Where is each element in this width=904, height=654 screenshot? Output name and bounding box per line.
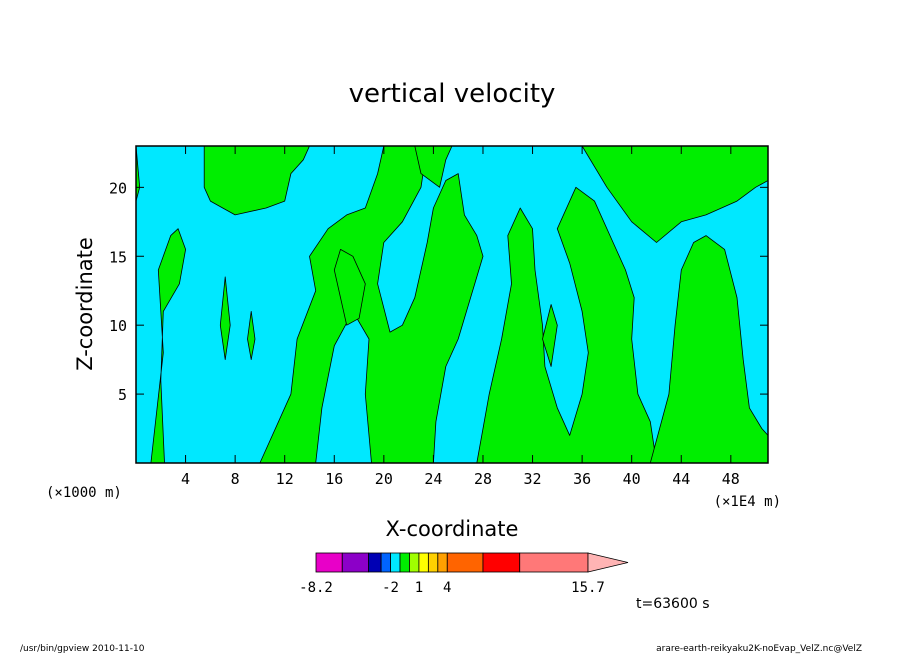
positive-region — [542, 304, 558, 367]
x-tick-label: 8 — [231, 470, 240, 488]
positive-region — [247, 310, 256, 361]
colorbar-segment — [437, 552, 448, 573]
colorbar-segment — [418, 552, 429, 573]
x-tick-label: 36 — [573, 470, 591, 488]
positive-region — [333, 248, 366, 326]
colorbar-segment — [390, 552, 401, 573]
x-tick-label: 24 — [424, 470, 442, 488]
x-tick-label: 4 — [181, 470, 190, 488]
x-unit-right-label: (×1E4 m) — [714, 494, 781, 510]
x-axis-ticks: 4 8 12 16 20 24 28 32 36 40 44 48 — [181, 146, 740, 488]
footer-command: /usr/bin/gpview 2010-11-10 — [20, 644, 145, 654]
colorbar-segment — [399, 552, 410, 573]
colorbar-tick-label: 1 — [415, 580, 423, 596]
y-tick-label: 10 — [109, 317, 127, 335]
plot-frame — [135, 145, 769, 464]
y-tick-label: 20 — [109, 179, 127, 197]
x-tick-label: 16 — [325, 470, 343, 488]
x-axis-label: X-coordinate — [386, 517, 519, 541]
positive-region — [203, 145, 310, 216]
time-label: t=63600 s — [636, 596, 710, 612]
colorbar-segment — [446, 552, 484, 573]
colorbar-segment — [427, 552, 439, 573]
positive-region — [219, 276, 231, 361]
y-axis-ticks: 5 10 15 20 — [109, 179, 768, 404]
x-tick-label: 40 — [623, 470, 641, 488]
positive-region — [476, 186, 657, 464]
x-tick-label: 28 — [474, 470, 492, 488]
colorbar — [315, 552, 629, 573]
y-tick-label: 5 — [118, 386, 127, 404]
y-axis-label: Z-coordinate — [73, 237, 97, 371]
colorbar-segment — [409, 552, 420, 573]
colorbar-tick-labels: -8.2 -2 1 4 15.7 — [299, 580, 605, 596]
x-unit-left-label: (×1000 m) — [46, 485, 122, 501]
colorbar-tick-label: 15.7 — [571, 580, 605, 596]
positive-region — [649, 235, 769, 464]
colorbar-segment — [341, 552, 369, 573]
positive-region — [259, 145, 484, 464]
colorbar-segment — [482, 552, 521, 573]
footer-filename: arare-earth-reikyaku2K-noEvap_VelZ.nc@Ve… — [656, 644, 862, 654]
x-tick-label: 20 — [375, 470, 393, 488]
chart-title: vertical velocity — [349, 79, 556, 109]
x-tick-label: 12 — [276, 470, 294, 488]
x-tick-label: 32 — [524, 470, 542, 488]
positive-region — [150, 228, 187, 464]
colorbar-segment — [315, 552, 343, 573]
colorbar-segment — [368, 552, 382, 573]
x-tick-label: 44 — [672, 470, 690, 488]
colorbar-segment — [380, 552, 391, 573]
colorbar-tick-label: -2 — [382, 580, 399, 596]
colorbar-tick-label: 4 — [443, 580, 451, 596]
colorbar-tick-label: -8.2 — [299, 580, 333, 596]
x-tick-label: 48 — [722, 470, 740, 488]
colorbar-segment — [519, 552, 589, 573]
y-tick-label: 15 — [109, 248, 127, 266]
positive-velocity-regions — [135, 145, 769, 464]
colorbar-extend-arrow — [587, 552, 629, 573]
